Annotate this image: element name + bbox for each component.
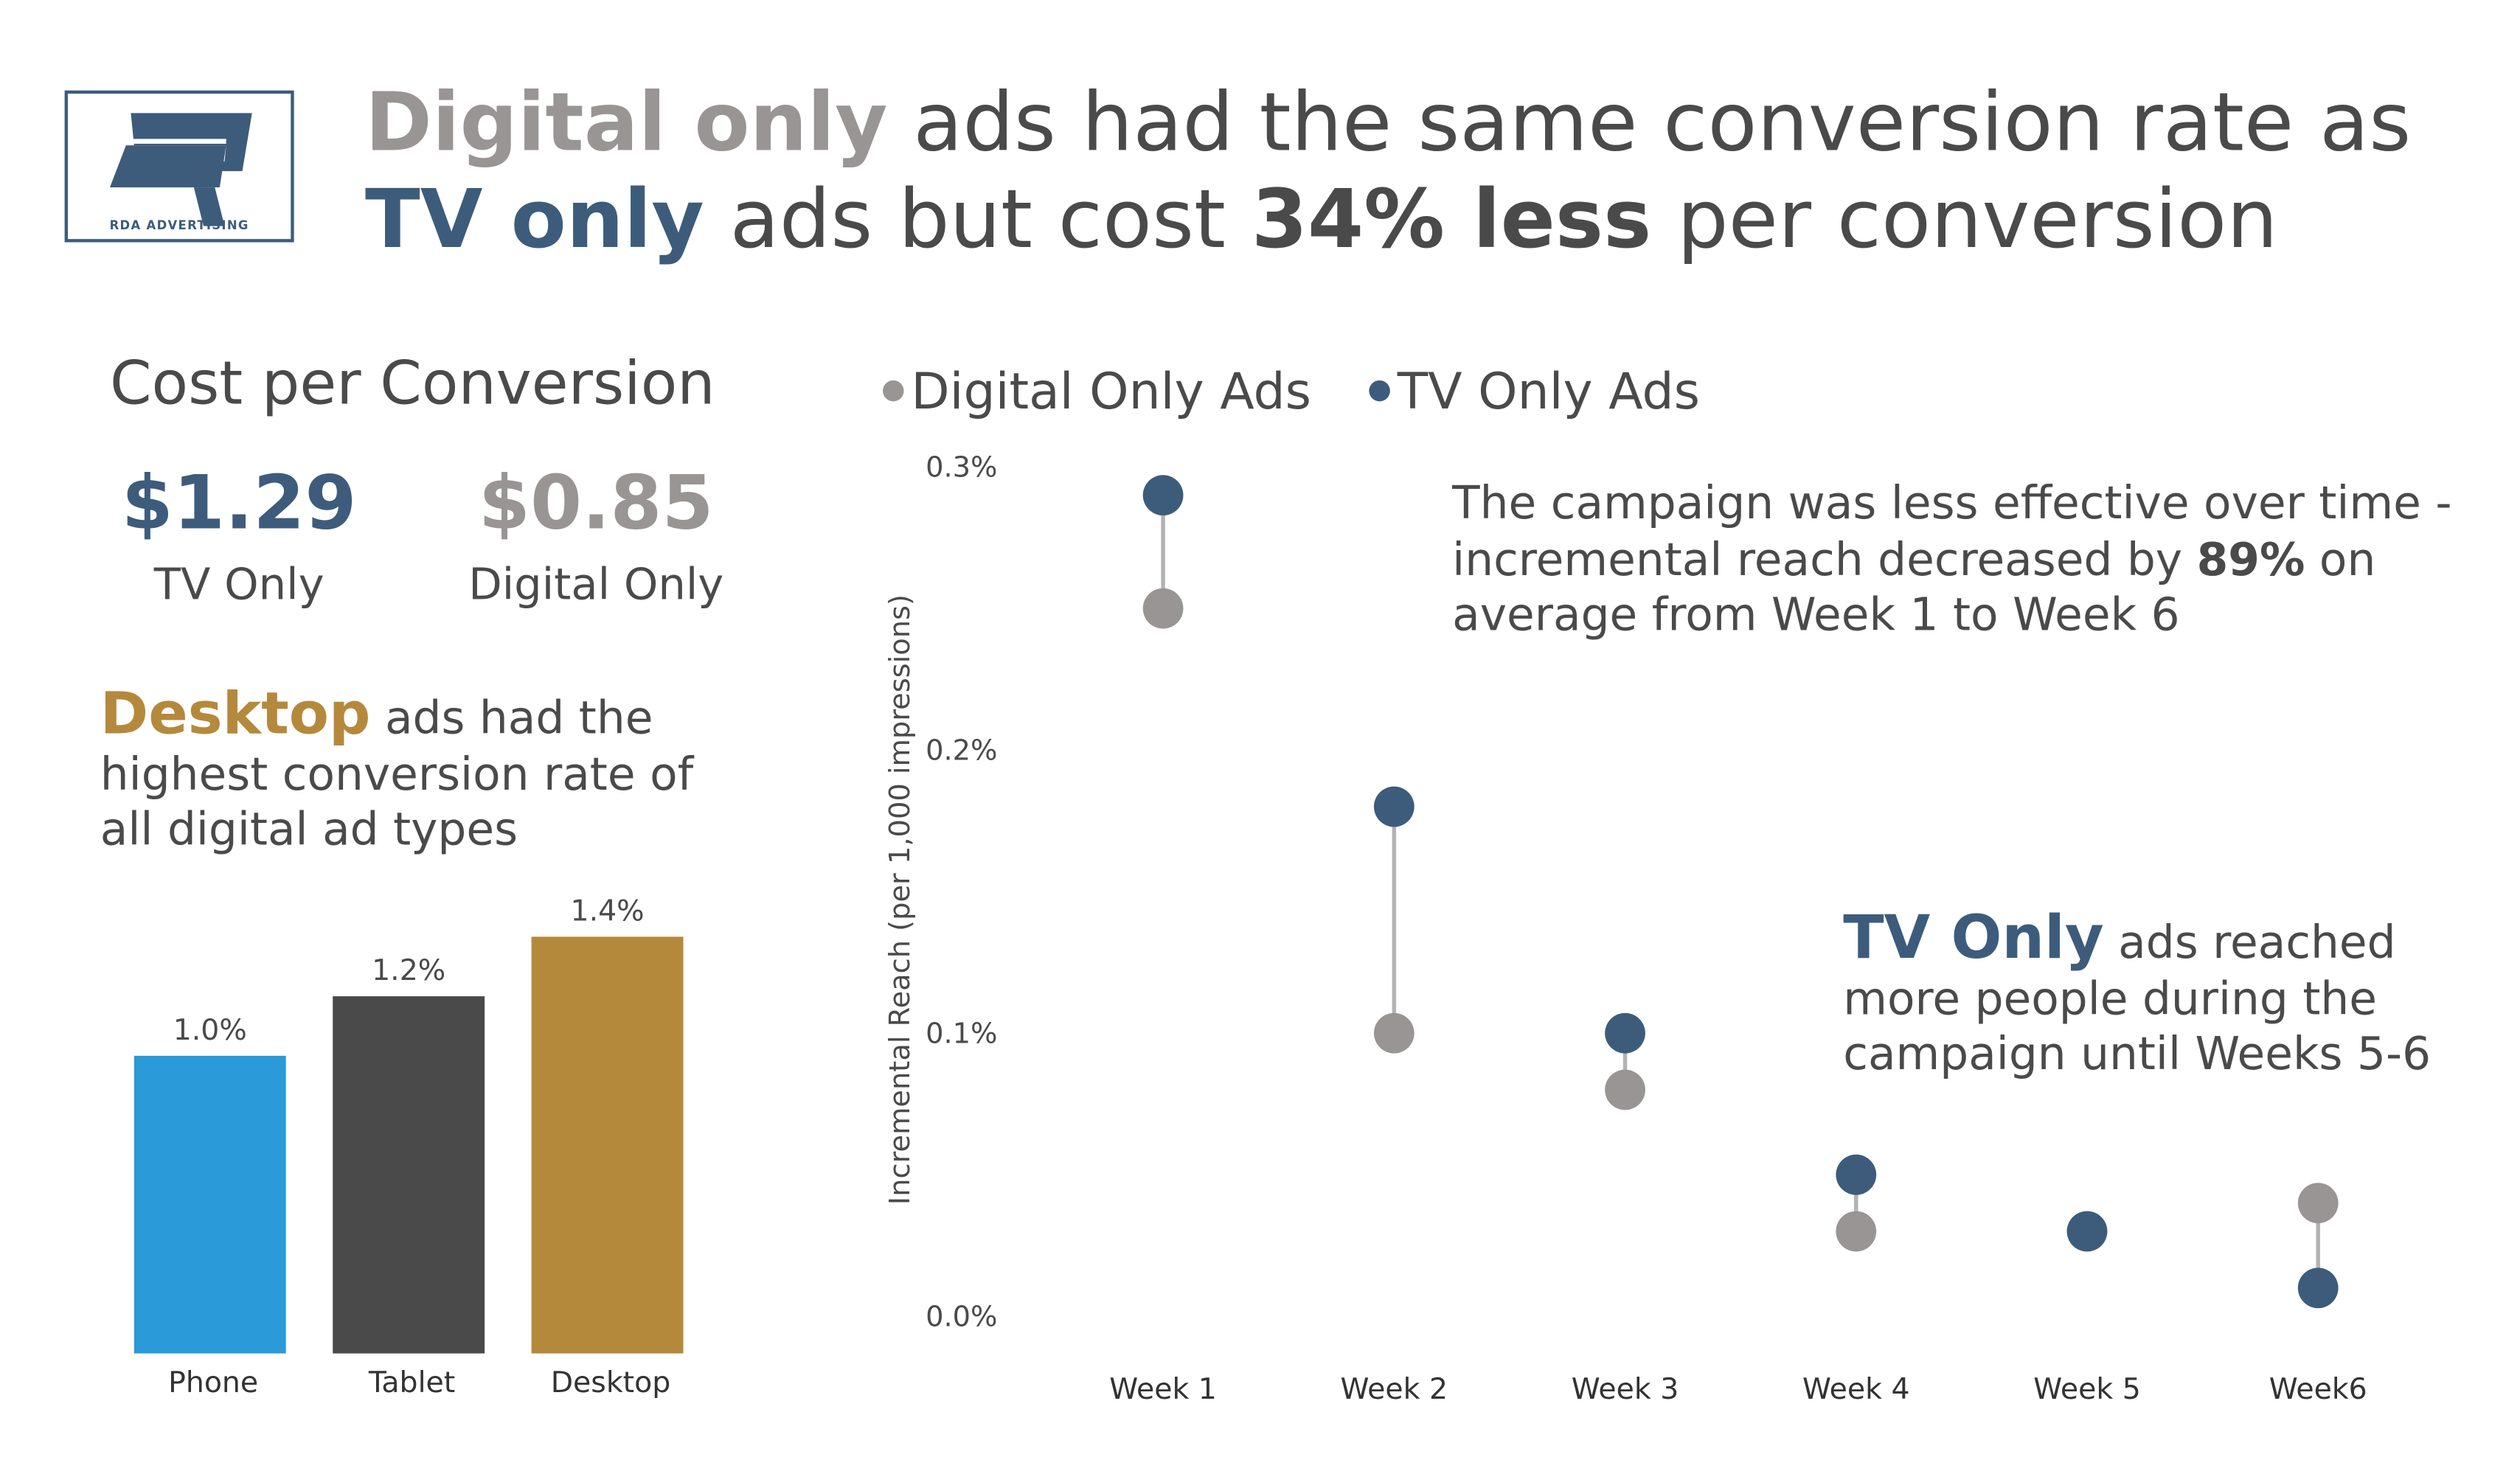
tv-point <box>2297 1268 2339 1309</box>
digital-cost-value: $0.85 <box>478 459 714 546</box>
bar-category-label: Desktop <box>551 1366 671 1399</box>
y-tick-label: 0.1% <box>926 1017 997 1050</box>
bar-phone <box>133 1055 286 1354</box>
headline-line-1: Digital only ads had the same conversion… <box>365 74 2411 171</box>
bar-tablet <box>333 996 485 1354</box>
desktop-note: Desktop ads had the highest conversion r… <box>100 686 694 858</box>
tv-only-highlight: TV Only <box>1843 903 2104 973</box>
annotation-line: The campaign was less effective over tim… <box>1452 476 2452 530</box>
annotation-line: on <box>2305 532 2376 586</box>
tv-point <box>1373 786 1415 827</box>
headline-text: ads but cost <box>704 173 1252 267</box>
digital-point <box>1605 1069 1645 1110</box>
tv-point <box>2066 1211 2108 1252</box>
logo: RDA ADVERTISING <box>64 90 294 243</box>
digital-point <box>1142 588 1184 629</box>
x-tick-label: Week6 <box>2269 1372 2367 1406</box>
headline-text: per conversion <box>1651 173 2278 267</box>
logo-text: RDA ADVERTISING <box>109 218 249 233</box>
headline-tv-only: TV only <box>365 173 704 267</box>
headline-digital-only: Digital only <box>365 75 888 170</box>
annotation-line: incremental reach decreased by <box>1452 532 2197 586</box>
bar-data-label: 1.2% <box>372 953 445 987</box>
tv-point <box>1605 1012 1645 1054</box>
x-tick-label: Week 3 <box>1572 1372 1679 1406</box>
dumbbell-chart: Digital Only Ads TV Only Ads 0.0% 0.1% 0.2% 0… <box>883 363 2367 1406</box>
digital-point <box>1836 1211 1877 1252</box>
legend-marker-icon <box>883 380 904 402</box>
tv-cost-value: $1.29 <box>121 459 357 546</box>
note-line: ads had the <box>370 691 653 745</box>
digital-point <box>2297 1183 2339 1223</box>
y-tick-label: 0.0% <box>926 1300 997 1333</box>
y-axis-label: Incremental Reach (per 1,000 impressions… <box>884 594 917 1205</box>
bar-category-label: Tablet <box>368 1366 455 1399</box>
y-tick-label: 0.3% <box>926 451 997 484</box>
annotation-line: ads reached <box>2103 915 2396 970</box>
rda-logo-mark-icon <box>109 113 252 226</box>
headline-text: ads had the same conversion rate as <box>887 75 2412 170</box>
annotation-line: campaign until Weeks 5-6 <box>1843 1027 2432 1081</box>
note-line: all digital ad types <box>100 802 518 856</box>
x-tick-label: Week 1 <box>1109 1372 1217 1406</box>
legend-label: TV Only Ads <box>1397 363 1700 421</box>
x-tick-label: Week 5 <box>2033 1372 2141 1406</box>
headline-34-less: 34% less <box>1251 173 1652 267</box>
x-tick-label: Week 2 <box>1341 1372 1448 1406</box>
cost-title: Cost per Conversion <box>109 349 715 419</box>
annotation-tv-reach: TV Only ads reached more people during t… <box>1843 908 2432 1082</box>
annotation-trend: The campaign was less effective over tim… <box>1452 476 2451 644</box>
desktop-highlight: Desktop <box>100 681 371 748</box>
bar-desktop <box>531 936 684 1354</box>
headline-line-2: TV only ads but cost 34% less per conver… <box>365 171 2278 268</box>
bar-data-label: 1.4% <box>571 894 645 928</box>
digital-point <box>1373 1012 1415 1054</box>
note-line: highest conversion rate of <box>100 747 694 801</box>
tv-cost-label: TV Only <box>153 560 324 611</box>
legend-label: Digital Only Ads <box>911 363 1311 421</box>
tv-point <box>1142 475 1184 516</box>
bar-category-label: Phone <box>168 1366 258 1399</box>
annotation-89-percent: 89% <box>2196 532 2305 586</box>
legend-marker-icon <box>1369 380 1390 402</box>
digital-cost-label: Digital Only <box>468 560 724 611</box>
annotation-line: more people during the <box>1843 971 2378 1025</box>
tv-point <box>1836 1154 1877 1195</box>
x-tick-label: Week 4 <box>1802 1372 1910 1406</box>
y-tick-label: 0.2% <box>926 734 997 767</box>
bar-chart: 1.0% Phone 1.2% Tablet 1.4% Desktop <box>133 894 684 1399</box>
bar-data-label: 1.0% <box>173 1013 247 1047</box>
annotation-line: average from Week 1 to Week 6 <box>1452 588 2180 641</box>
